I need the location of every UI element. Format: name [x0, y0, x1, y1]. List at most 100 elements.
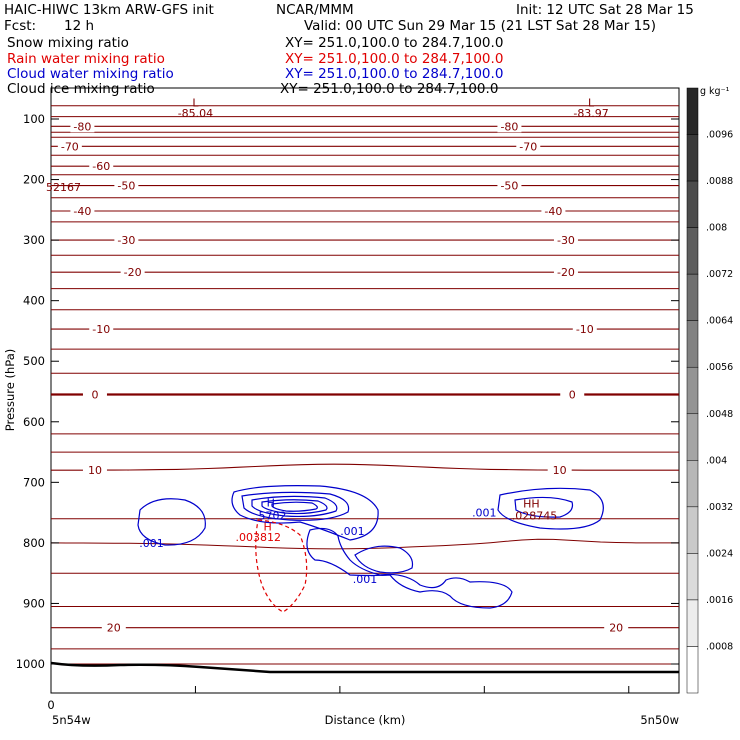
header: HAIC-HIWC 13km ARW-GFS init NCAR/MMM Ini…: [4, 2, 694, 34]
colorbar-tick-label: .0064: [706, 316, 733, 327]
contour-label-bg: [82, 388, 107, 401]
y-tick-label: 400: [23, 294, 45, 308]
colorbar-unit: g kg⁻¹: [700, 86, 730, 97]
y-tick-label: 700: [23, 475, 45, 489]
contour-annotations: L-85.04L-83.9752167H.5702H.003812.001.00…: [46, 97, 609, 587]
contour-label: 10: [553, 464, 567, 477]
annotation-label: .003812: [235, 531, 281, 544]
plot-area: -80 -80-70 -70-60-50 -50-40 -40-30 -30-20 -20-…: [46, 87, 680, 694]
contour-label-bg: [120, 266, 145, 279]
colorbar-segment: [686, 273, 699, 321]
contour-label: 10: [88, 464, 102, 477]
cloud-water-contour-tail-2: [354, 545, 414, 574]
contour-label: -60: [92, 160, 110, 173]
temperature-contour-10: [51, 463, 679, 471]
annotation-label: .001: [340, 525, 365, 538]
contour-label: -70: [519, 140, 537, 153]
field-legend: Snow mixing ratio XY= 251.0,100.0 to 284…: [7, 35, 503, 97]
colorbar-tick-label: .0072: [706, 269, 733, 280]
cloud-water-contour-main-4: [261, 499, 328, 515]
annotation-label: L: [192, 97, 199, 110]
annotation-label: -83.97: [573, 107, 608, 120]
field-cloudwater-name: Cloud water mixing ratio: [7, 66, 174, 82]
field-cloudwater-xy: XY= 251.0,100.0 to 284.7,100.0: [285, 66, 503, 82]
colorbar-segment: [686, 227, 699, 275]
annotation-label: .5702: [255, 510, 287, 523]
hydrometeor-contours: [50, 485, 679, 674]
contour-label: -40: [544, 205, 562, 218]
contour-label: -80: [73, 120, 91, 133]
surface-pressure-line: [50, 661, 679, 674]
forecast-label: Fcst:: [4, 18, 36, 34]
colorbar: .0096 .0088 .008 .0072 .0064 .0056 .0048 .004 .0…: [686, 87, 733, 694]
x-tick-label-0: 0: [47, 698, 54, 712]
rain-water-contour: [255, 519, 308, 613]
x-axis: 0 5n54w Distance (km) 5n50w: [47, 698, 679, 727]
y-tick-label: 300: [23, 233, 45, 247]
contour-label: -10: [92, 323, 110, 336]
colorbar-segment: [686, 506, 699, 554]
contour-label-bg: [516, 140, 541, 153]
colorbar-segment: [686, 553, 699, 601]
colorbar-tick-label: .004: [706, 455, 727, 466]
contour-label-bg: [89, 323, 114, 336]
contour-label: -10: [576, 323, 594, 336]
contour-label-bg: [604, 621, 629, 634]
contour-label-bg: [553, 234, 578, 247]
annotation-label: .028745: [512, 510, 558, 523]
contour-label: -20: [124, 266, 142, 279]
y-tick-label: 900: [23, 596, 45, 610]
annotation-label: .001: [139, 537, 164, 550]
colorbar-segment: [686, 460, 699, 508]
model-title: HAIC-HIWC 13km ARW-GFS init: [4, 2, 214, 18]
annotation-label: 52167: [46, 181, 81, 194]
cloud-water-contour-right-outer: [497, 487, 604, 530]
contour-label-bg: [541, 205, 566, 218]
org-label: NCAR/MMM: [276, 2, 354, 18]
cloud-water-contour-tail: [306, 527, 513, 609]
temperature-contours: -80 -80-70 -70-60-50 -50-40 -40-30 -30-20 -20-…: [50, 105, 679, 665]
y-tick-label: 500: [23, 354, 45, 368]
annotation-label: HH: [523, 498, 540, 511]
cloud-water-contour-right-inner: [514, 496, 574, 518]
annotation-label: L: [588, 97, 595, 110]
colorbar-tick-label: .0048: [706, 409, 733, 420]
colorbar-tick-label: .0024: [706, 548, 733, 559]
annotation-label: .001: [472, 507, 497, 520]
y-axis-label: Pressure (hPa): [3, 349, 17, 432]
field-rain-name: Rain water mixing ratio: [7, 51, 165, 67]
cloud-water-contour-main-5: [271, 501, 318, 512]
field-snow-xy: XY= 251.0,100.0 to 284.7,100.0: [285, 35, 503, 51]
colorbar-tick-label: .0056: [706, 362, 733, 373]
contour-label-bg: [553, 266, 578, 279]
x-right-endpoint: 5n50w: [640, 713, 679, 727]
contour-label: -30: [557, 234, 575, 247]
field-snow-name: Snow mixing ratio: [7, 35, 129, 51]
annotation-label: H: [264, 521, 272, 534]
colorbar-segment: [686, 134, 699, 182]
cloud-water-contour-main-outer: [231, 485, 379, 541]
contour-label: -30: [117, 234, 135, 247]
contour-label: -70: [61, 140, 79, 153]
cloud-water-contour-small-left: [137, 498, 206, 546]
colorbar-tick-label: .0088: [706, 176, 733, 187]
contour-label-bg: [497, 120, 522, 133]
forecast-hours: 12 h: [64, 18, 94, 34]
colorbar-segment: [686, 646, 699, 694]
contour-label: -20: [557, 266, 575, 279]
init-time: Init: 12 UTC Sat 28 Mar 15: [516, 2, 694, 18]
contour-label: -40: [73, 205, 91, 218]
colorbar-segment: [686, 87, 699, 135]
temperature-contour-line: [50, 538, 679, 550]
contour-label-bg: [70, 205, 95, 218]
colorbar-segment: [686, 320, 699, 368]
contour-label-bg: [560, 388, 585, 401]
colorbar-segment: [686, 180, 699, 228]
valid-time: Valid: 00 UTC Sun 29 Mar 15 (21 LST Sat …: [304, 18, 656, 34]
colorbar-tick-label: .0032: [706, 502, 733, 513]
contour-label-bg: [101, 621, 126, 634]
x-axis-label: Distance (km): [325, 713, 406, 727]
contour-label: -80: [500, 120, 518, 133]
contour-label-bg: [114, 234, 139, 247]
